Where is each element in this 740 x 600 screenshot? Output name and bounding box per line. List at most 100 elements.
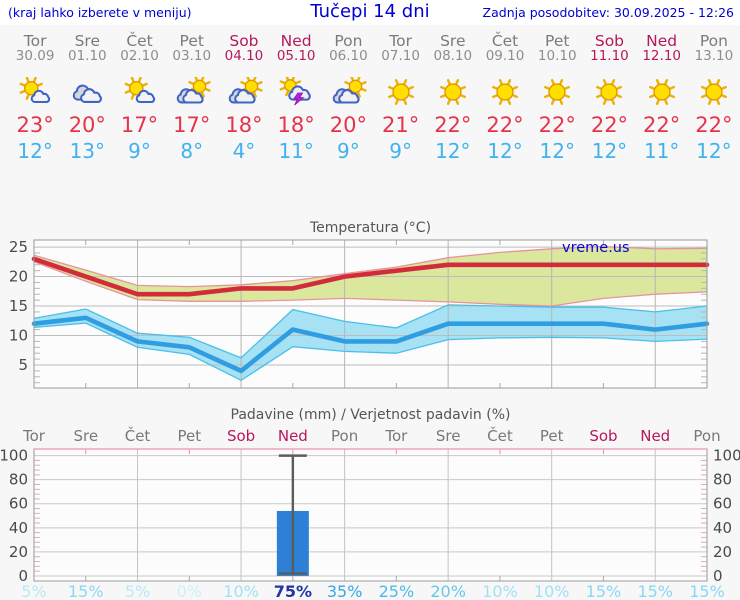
- temp-max: 17°: [173, 113, 211, 137]
- precip-probability: 5%: [125, 582, 150, 600]
- temp-y-tick: 15: [9, 297, 28, 315]
- day-column: Sre 08.10 22° 12°: [427, 33, 479, 163]
- sunny-icon: [375, 75, 427, 109]
- forecast-days-row: Tor 30.09 23° 12° Sre 01.10 20° 13° Čet 02.10 17° 9…: [9, 33, 740, 163]
- day-name: Tor: [389, 32, 412, 50]
- temp-max: 17°: [120, 113, 159, 137]
- day-date: 01.10: [67, 48, 107, 64]
- day-date: 13.10: [694, 48, 734, 64]
- precip-y-tick-left: 40: [9, 519, 28, 537]
- partly-cloudy-icon: [322, 75, 374, 109]
- temp-max: 18°: [277, 113, 315, 137]
- precip-probability: 15%: [637, 582, 673, 600]
- sunny-icon: [688, 75, 740, 109]
- day-column: Čet 09.10 22° 12°: [479, 33, 531, 163]
- day-column: Sob 11.10 22° 12°: [583, 33, 635, 163]
- precip-day-label: Pet: [177, 427, 201, 445]
- temp-max: 23°: [16, 113, 54, 137]
- day-name: Čet: [491, 32, 519, 50]
- temp-max: 20°: [329, 113, 367, 137]
- thunderstorm-icon: [270, 75, 322, 109]
- day-date: 06.10: [329, 48, 368, 64]
- temp-min: 12°: [435, 139, 471, 163]
- mostly-sunny-icon: [113, 75, 165, 109]
- last-update: Zadnja posodobitev: 30.09.2025 - 12:26: [482, 5, 734, 20]
- precip-probability: 35%: [327, 582, 363, 600]
- temp-min: 11°: [278, 139, 314, 163]
- partly-cloudy-icon: [218, 75, 270, 109]
- temp-min: 9°: [389, 139, 412, 163]
- day-name: Ned: [646, 32, 678, 50]
- temp-max: 22°: [486, 113, 524, 137]
- precip-probability: 15%: [586, 582, 622, 600]
- precip-probability: 0%: [177, 582, 202, 600]
- day-date: 02.10: [120, 48, 159, 64]
- precip-y-tick-right: 20: [713, 543, 732, 561]
- temp-min: 12°: [591, 139, 628, 163]
- precip-day-label: Pon: [331, 427, 358, 445]
- temperature-chart: 5 10 15 20 25 Temperatura (°C) vreme.us: [9, 220, 710, 389]
- precip-y-tick-left: 100: [0, 447, 28, 465]
- day-date: 05.10: [276, 48, 316, 64]
- day-name: Sre: [74, 32, 101, 50]
- precip-y-tick-right: 40: [713, 519, 732, 537]
- temp-max: 22°: [590, 113, 629, 137]
- day-column: Tor 07.10 21° 9°: [375, 33, 427, 163]
- vreme-us-watermark[interactable]: vreme.us: [562, 240, 630, 256]
- sunny-icon: [427, 75, 479, 109]
- day-column: Tor 30.09 23° 12°: [9, 33, 61, 163]
- temperature-chart-title: Temperatura (°C): [309, 220, 431, 236]
- day-column: Pon 06.10 20° 9°: [322, 33, 374, 163]
- day-date: 04.10: [224, 48, 264, 64]
- sunny-icon: [583, 75, 635, 109]
- precip-day-label: Pet: [540, 427, 564, 445]
- menu-hint: (kraj lahko izberete v meniju): [8, 5, 192, 20]
- temp-max: 18°: [225, 113, 263, 137]
- temp-min: 9°: [128, 139, 151, 163]
- day-column: Pet 10.10 22° 12°: [531, 33, 583, 163]
- precip-chart-title: Padavine (mm) / Verjetnost padavin (%): [231, 407, 511, 423]
- sunny-icon: [531, 75, 583, 109]
- page-title: Tučepi 14 dni: [310, 1, 430, 22]
- temp-min: 13°: [69, 139, 106, 163]
- day-name: Pon: [334, 32, 363, 50]
- temp-min: 12°: [487, 139, 523, 163]
- precip-probability: 75%: [274, 582, 312, 600]
- temp-max: 22°: [538, 113, 576, 137]
- precip-y-tick-right: 100: [713, 447, 740, 465]
- day-column: Čet 02.10 17° 9°: [113, 33, 165, 163]
- cloudy-icon: [61, 75, 113, 109]
- precip-day-label: Pon: [693, 427, 720, 445]
- temp-max: 22°: [434, 113, 472, 137]
- precip-day-label: Tor: [384, 427, 408, 445]
- day-name: Pet: [179, 32, 204, 50]
- precip-y-tick-left: 0: [18, 567, 28, 585]
- day-date: 09.10: [485, 48, 525, 64]
- temp-y-tick: 25: [9, 238, 28, 256]
- max-temperature-line: [31, 256, 710, 297]
- day-name: Sob: [594, 32, 625, 50]
- partly-cloudy-icon: [166, 75, 218, 109]
- day-date: 11.10: [590, 48, 629, 64]
- precip-y-tick-right: 80: [713, 471, 732, 489]
- precip-probability: 10%: [534, 582, 570, 600]
- day-column: Pon 13.10 22° 12°: [688, 33, 740, 163]
- precip-probability: 10%: [223, 582, 259, 600]
- precip-probability: 15%: [68, 582, 104, 600]
- precip-probability: 20%: [430, 582, 466, 600]
- temp-max: 21°: [381, 113, 420, 137]
- precip-y-tick-left: 20: [9, 543, 28, 561]
- precip-probability: 5%: [21, 582, 46, 600]
- sunny-icon: [479, 75, 531, 109]
- sunny-icon: [636, 75, 688, 109]
- precip-day-label: Čet: [125, 426, 151, 445]
- precip-probability: 10%: [482, 582, 518, 600]
- temp-y-tick: 20: [9, 268, 28, 286]
- precip-y-tick-right: 60: [713, 495, 732, 513]
- precip-y-tick-right: 0: [713, 567, 723, 585]
- precip-day-label: Sob: [589, 427, 617, 445]
- temp-min: 4°: [232, 139, 256, 163]
- temp-min: 12°: [696, 139, 732, 163]
- temp-y-tick: 5: [18, 356, 28, 374]
